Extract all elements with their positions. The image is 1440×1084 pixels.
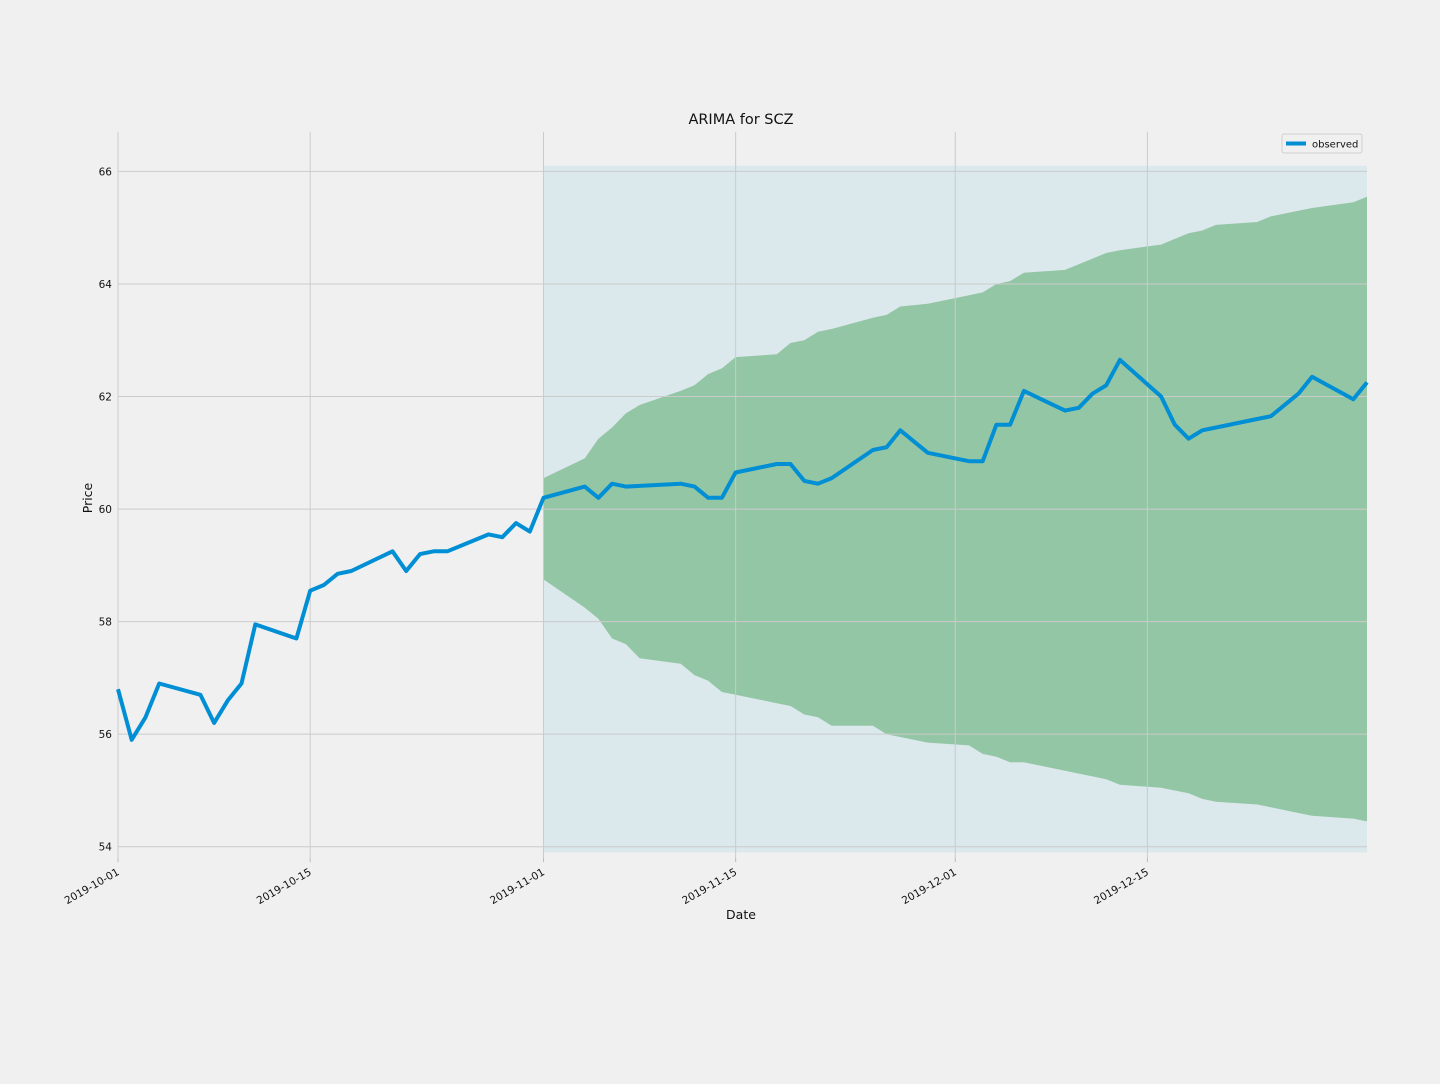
- x-tick-label: 2019-12-01: [900, 866, 959, 907]
- y-tick-label: 56: [99, 729, 113, 741]
- grid-layer: [117, 132, 1367, 858]
- series-layer: [116, 357, 1369, 742]
- legend: observed: [1281, 133, 1363, 154]
- y-tick-label: 62: [99, 392, 112, 404]
- legend-box: [1281, 133, 1363, 154]
- y-axis-label: Price: [80, 482, 95, 513]
- x-tick-label: 2019-10-15: [255, 866, 314, 907]
- x-tick-label: 2019-11-15: [680, 866, 739, 907]
- y-tick-label: 64: [99, 279, 113, 291]
- y-tick-label: 58: [99, 617, 112, 629]
- x-tick-label: 2019-12-15: [1092, 866, 1151, 907]
- y-tick-label: 54: [99, 842, 113, 854]
- x-axis-label: Date: [726, 907, 756, 922]
- y-tick-label: 60: [99, 504, 112, 516]
- y-tick-label: 66: [99, 166, 113, 178]
- x-tick-label: 2019-10-01: [63, 866, 122, 907]
- x-tick-label: 2019-11-01: [488, 866, 547, 907]
- chart-title: ARIMA for SCZ: [688, 112, 793, 128]
- series-line-observed: [116, 357, 1369, 742]
- legend-label-observed: observed: [1312, 140, 1358, 151]
